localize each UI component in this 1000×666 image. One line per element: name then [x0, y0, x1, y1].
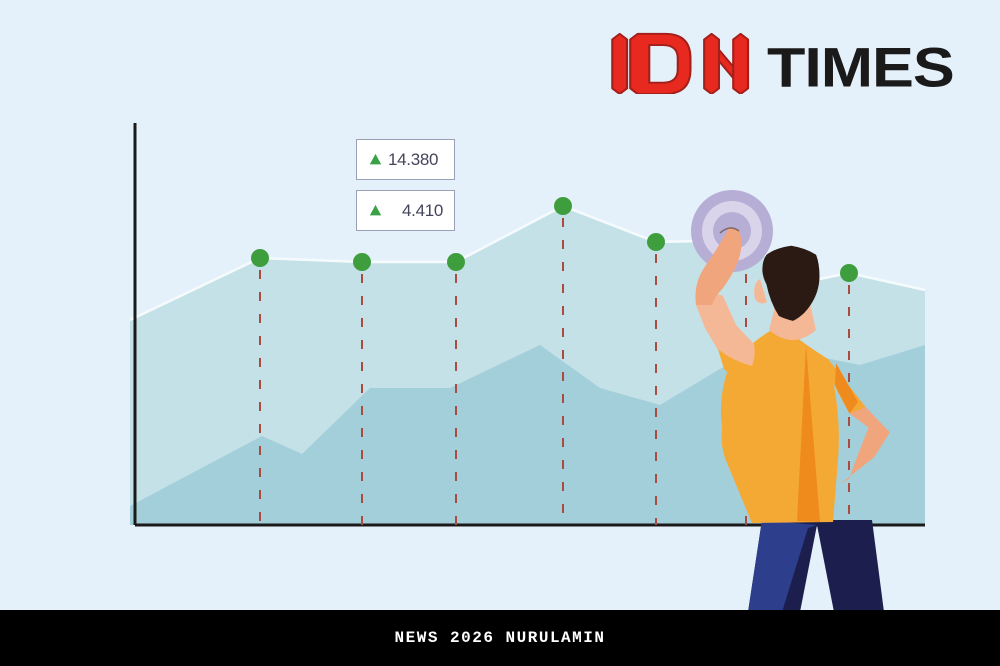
svg-text:TIMES: TIMES	[767, 36, 954, 94]
